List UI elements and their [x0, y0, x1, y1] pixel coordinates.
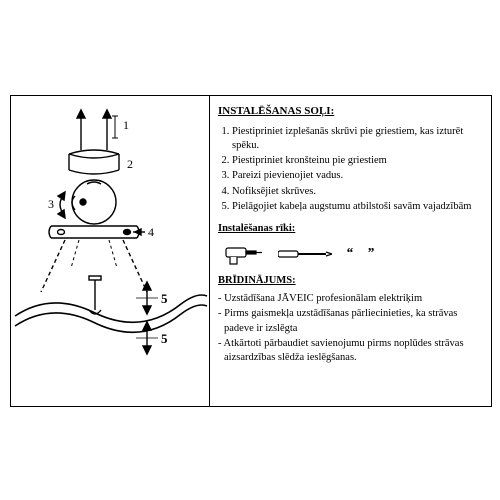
quote-mark-icon: ” — [367, 245, 374, 264]
warning-item: - Pirms gaismekļa uzstādīšanas pārliecin… — [218, 307, 483, 335]
quote-mark-icon: “ — [346, 245, 353, 264]
step-item: Pielāgojiet kabeļa augstumu atbilstoši s… — [232, 200, 483, 214]
drill-icon — [224, 242, 264, 266]
warning-list: - Uzstādīšana JĀVEIC profesionālam elekt… — [218, 292, 483, 365]
tools-row: “ ” — [218, 240, 483, 266]
screwdriver-icon — [278, 247, 332, 261]
warning-item: - Uzstādīšana JĀVEIC profesionālam elekt… — [218, 292, 483, 306]
instruction-sheet: 1 2 3 — [10, 95, 492, 407]
svg-text:5: 5 — [161, 291, 168, 306]
step-item: Pareizi pievienojiet vadus. — [232, 169, 483, 183]
tools-heading: Instalēšanas rīki: — [218, 222, 483, 236]
svg-text:3: 3 — [48, 197, 54, 211]
step-item: Nofiksējiet skrūves. — [232, 185, 483, 199]
text-panel: INSTALĒŠANAS SOĻI: Piestipriniet izpleša… — [210, 96, 491, 406]
warning-item: - Atkārtoti pārbaudiet savienojumu pirms… — [218, 337, 483, 365]
steps-heading: INSTALĒŠANAS SOĻI: — [218, 104, 483, 119]
svg-text:2: 2 — [127, 157, 133, 171]
diagram-panel: 1 2 3 — [11, 96, 210, 406]
mounting-diagram: 1 2 3 — [11, 96, 209, 404]
svg-text:4: 4 — [148, 225, 154, 239]
warning-heading: BRĪDINĀJUMS: — [218, 274, 483, 288]
svg-text:5: 5 — [161, 331, 168, 346]
steps-list: Piestipriniet izplešanās skrūvi pie grie… — [218, 125, 483, 214]
step-item: Piestipriniet kronšteinu pie griestiem — [232, 154, 483, 168]
svg-text:1: 1 — [123, 118, 129, 132]
step-item: Piestipriniet izplešanās skrūvi pie grie… — [232, 125, 483, 153]
